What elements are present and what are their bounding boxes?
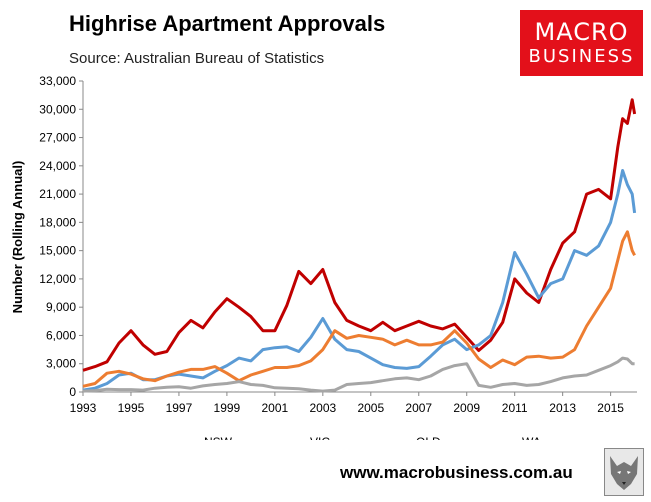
series-line-nsw [82, 98, 637, 372]
logo-line-1: MACRO [534, 18, 629, 46]
line-chart: 0 3,000 6,000 9,000 12,000 15,000 18,000 21,000… [10, 74, 637, 440]
x-tick-label: 1997 [166, 401, 193, 415]
legend-label-vic: VIC [310, 435, 330, 440]
x-tick-label: 1993 [70, 401, 97, 415]
legend-label-nsw: NSW [204, 435, 233, 440]
legend-label-qld: QLD [416, 435, 441, 440]
wolf-icon [604, 448, 644, 496]
brand-logo: MACRO BUSINESS [520, 10, 643, 76]
x-tick-label: 2013 [549, 401, 576, 415]
x-tick-label: 1999 [214, 401, 241, 415]
y-tick-label: 9,000 [46, 300, 76, 314]
y-tick-label: 3,000 [46, 357, 76, 371]
x-tick-label: 1995 [118, 401, 145, 415]
y-tick-label: 30,000 [39, 102, 76, 116]
series-line-qld [82, 230, 636, 388]
chart-legend: NSW VIC QLD WA [204, 435, 541, 440]
y-tick-label: 0 [69, 385, 76, 399]
y-tick-label: 33,000 [39, 74, 76, 88]
series-line-wa [82, 356, 635, 393]
y-tick-label: 6,000 [46, 328, 76, 342]
chart-series [82, 98, 637, 393]
x-tick-label: 2015 [597, 401, 624, 415]
y-axis-title: Number (Rolling Annual) [10, 161, 25, 314]
y-tick-label: 18,000 [39, 215, 76, 229]
chart-axes: 0 3,000 6,000 9,000 12,000 15,000 18,000 21,000… [39, 74, 637, 415]
x-tick-label: 2007 [405, 401, 432, 415]
x-tick-label: 2001 [262, 401, 289, 415]
logo-line-2: BUSINESS [528, 46, 635, 67]
x-tick-label: 2005 [357, 401, 384, 415]
chart-subtitle: Source: Australian Bureau of Statistics [69, 50, 325, 67]
y-tick-label: 15,000 [39, 244, 76, 258]
series-line-vic [82, 169, 637, 392]
y-tick-label: 21,000 [39, 187, 76, 201]
legend-label-wa: WA [522, 435, 541, 440]
x-tick-label: 2003 [309, 401, 336, 415]
chart-title: Highrise Apartment Approvals [69, 11, 386, 36]
y-tick-label: 24,000 [39, 159, 76, 173]
footer-url: www.macrobusiness.com.au [340, 463, 573, 482]
x-tick-label: 2009 [453, 401, 480, 415]
y-tick-label: 12,000 [39, 272, 76, 286]
y-tick-label: 27,000 [39, 131, 76, 145]
x-tick-label: 2011 [502, 401, 528, 415]
